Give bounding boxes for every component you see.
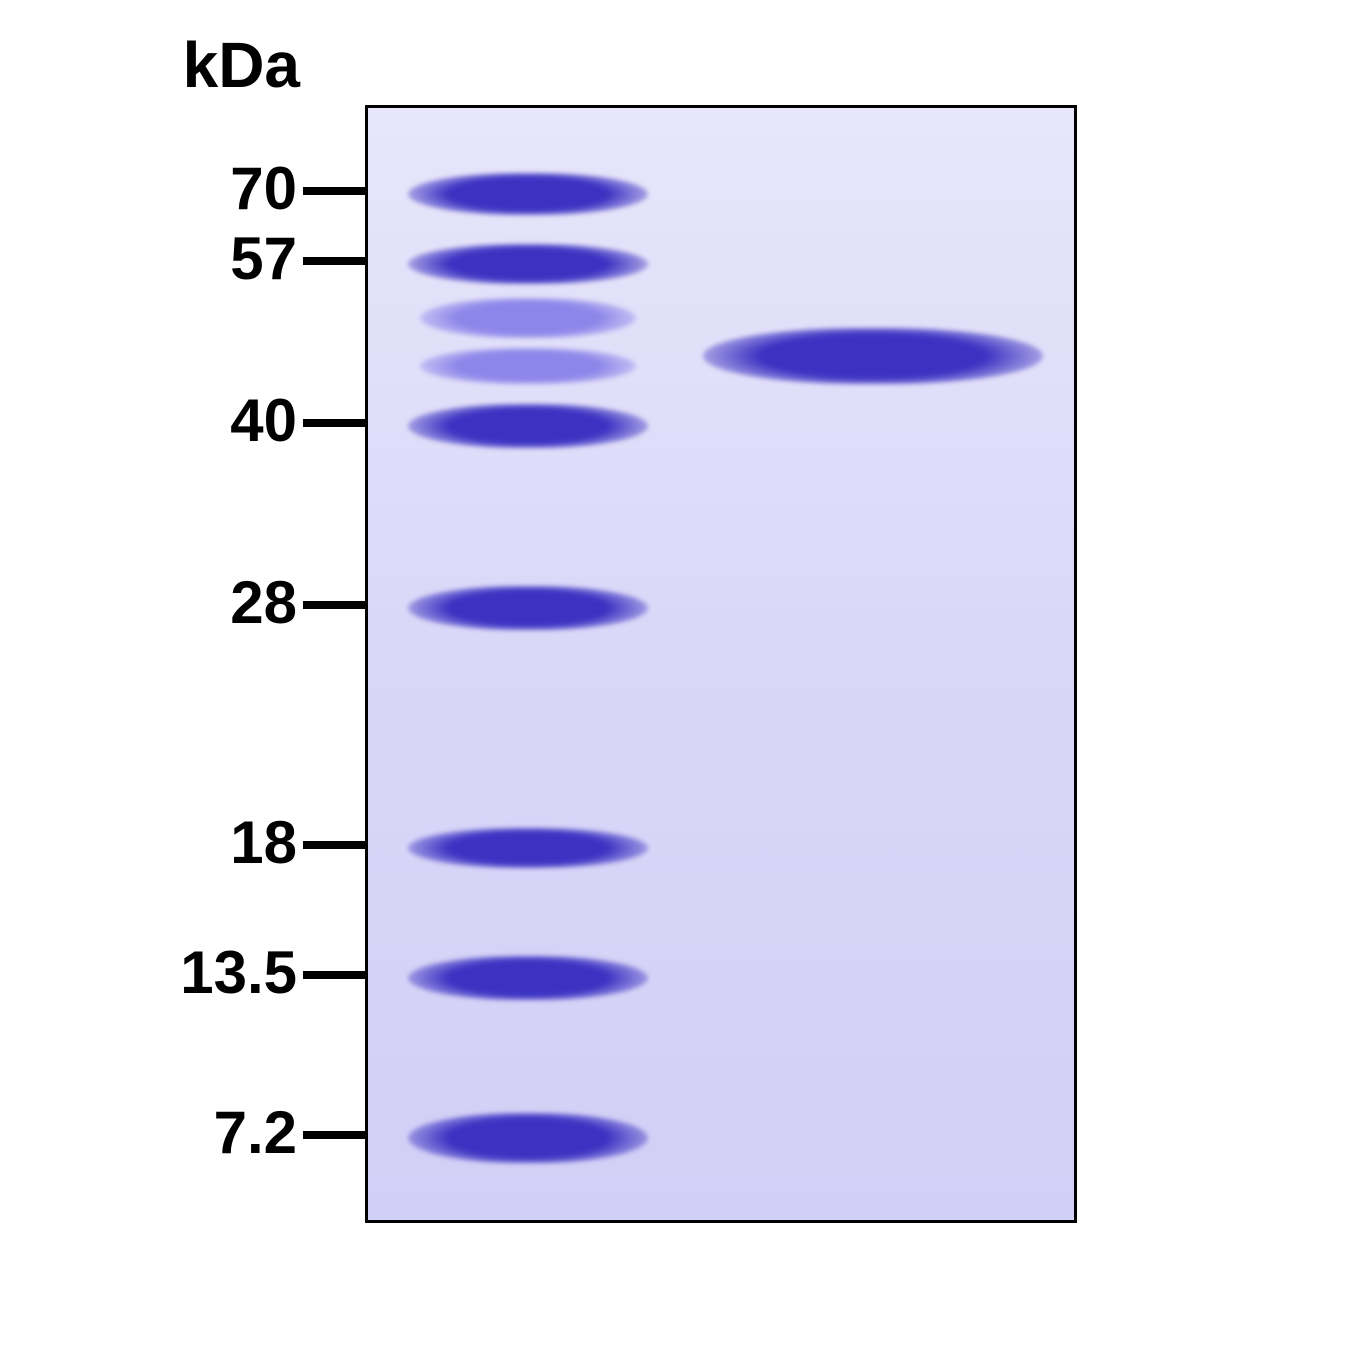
ladder-band-70	[408, 173, 648, 215]
tick-label-70: 70	[0, 154, 297, 223]
tick-line-40	[303, 419, 365, 427]
tick-line-57	[303, 257, 365, 265]
tick-label-7.2: 7.2	[0, 1098, 297, 1167]
ladder-smear-0	[420, 298, 636, 338]
ladder-band-28	[408, 586, 648, 630]
tick-label-13.5: 13.5	[0, 938, 297, 1007]
tick-line-7.2	[303, 1131, 365, 1139]
ladder-band-40	[408, 404, 648, 448]
tick-label-40: 40	[0, 386, 297, 455]
tick-label-57: 57	[0, 224, 297, 293]
tick-label-18: 18	[0, 808, 297, 877]
axis-title-kda: kDa	[0, 28, 300, 102]
tick-line-70	[303, 187, 365, 195]
tick-label-28: 28	[0, 568, 297, 637]
gel-figure: kDa 7057 40 28 18 13.5 7.2	[0, 0, 1359, 1349]
tick-line-18	[303, 841, 365, 849]
sample-band-0	[703, 328, 1043, 384]
ladder-band-13.5	[408, 956, 648, 1000]
ladder-band-18	[408, 828, 648, 868]
ladder-band-7.2	[408, 1113, 648, 1163]
ladder-band-57	[408, 244, 648, 284]
gel-box	[365, 105, 1077, 1223]
tick-line-13.5	[303, 971, 365, 979]
ladder-smear-1	[420, 348, 636, 384]
tick-line-28	[303, 601, 365, 609]
